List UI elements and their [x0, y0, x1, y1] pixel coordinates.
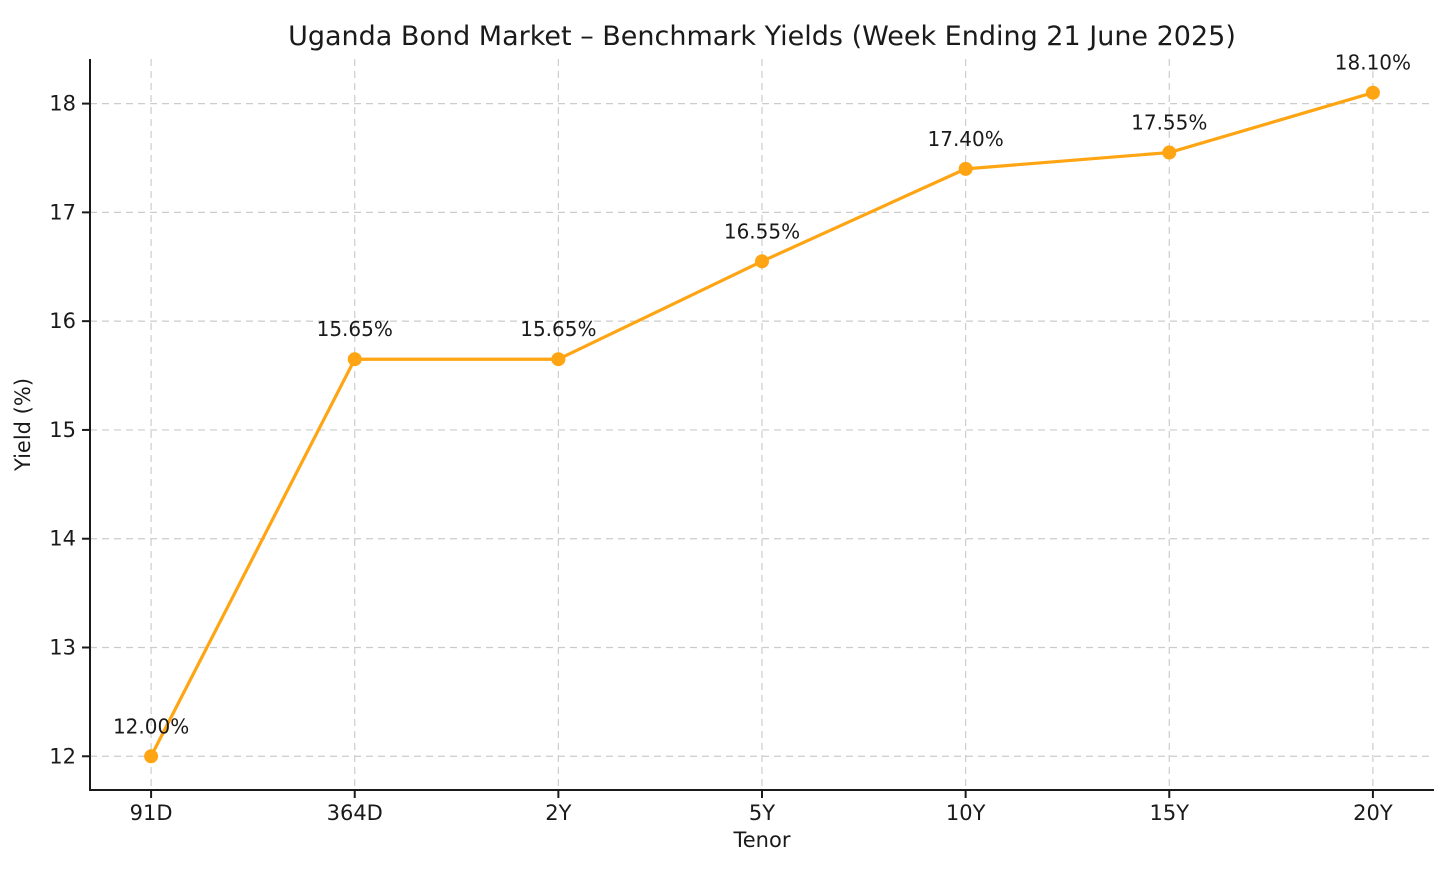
x-tick-label: 364D	[327, 801, 383, 825]
data-point-marker	[347, 352, 362, 367]
point-label-layer: 12.00% 15.65% 15.65% 16.55% 17.40% 17.55% 18.1…	[113, 51, 1411, 739]
x-tick-label: 15Y	[1149, 801, 1189, 825]
data-point-marker	[551, 352, 566, 367]
data-point-label: 12.00%	[113, 714, 189, 738]
axes-layer: 12 13 14 15 16 17 18 91D 364D 2Y 5Y 10Y 15Y 20Y	[49, 59, 1434, 825]
yield-line-series	[144, 85, 1380, 764]
data-point-label: 17.55%	[1131, 111, 1207, 135]
x-tick-label: 91D	[130, 801, 173, 825]
y-tick-label: 17	[49, 200, 76, 224]
x-tick-label: 10Y	[946, 801, 986, 825]
data-point-label: 15.65%	[317, 317, 393, 341]
y-tick-label: 16	[49, 309, 76, 333]
data-point-marker	[755, 254, 769, 269]
y-tick-label: 13	[49, 635, 76, 659]
data-point-marker	[1365, 85, 1380, 100]
grid-layer	[90, 59, 1434, 790]
y-tick-label: 14	[49, 527, 76, 551]
data-point-marker	[1162, 145, 1177, 160]
x-tick-label: 20Y	[1353, 801, 1393, 825]
data-point-label: 15.65%	[520, 317, 596, 341]
y-axis-title: Yield (%)	[11, 378, 35, 472]
y-tick-label: 18	[49, 92, 76, 116]
data-point-label: 17.40%	[928, 127, 1004, 151]
data-point-marker	[144, 749, 159, 764]
x-axis-title: Tenor	[733, 828, 791, 852]
x-tick-label: 2Y	[545, 801, 571, 825]
data-point-label: 16.55%	[724, 219, 800, 243]
y-tick-label: 15	[49, 418, 76, 442]
y-tick-label: 12	[49, 744, 76, 768]
x-tick-label: 5Y	[749, 801, 775, 825]
chart-title: Uganda Bond Market – Benchmark Yields (W…	[288, 21, 1236, 52]
data-point-marker	[958, 161, 973, 176]
data-point-label: 18.10%	[1335, 51, 1411, 75]
